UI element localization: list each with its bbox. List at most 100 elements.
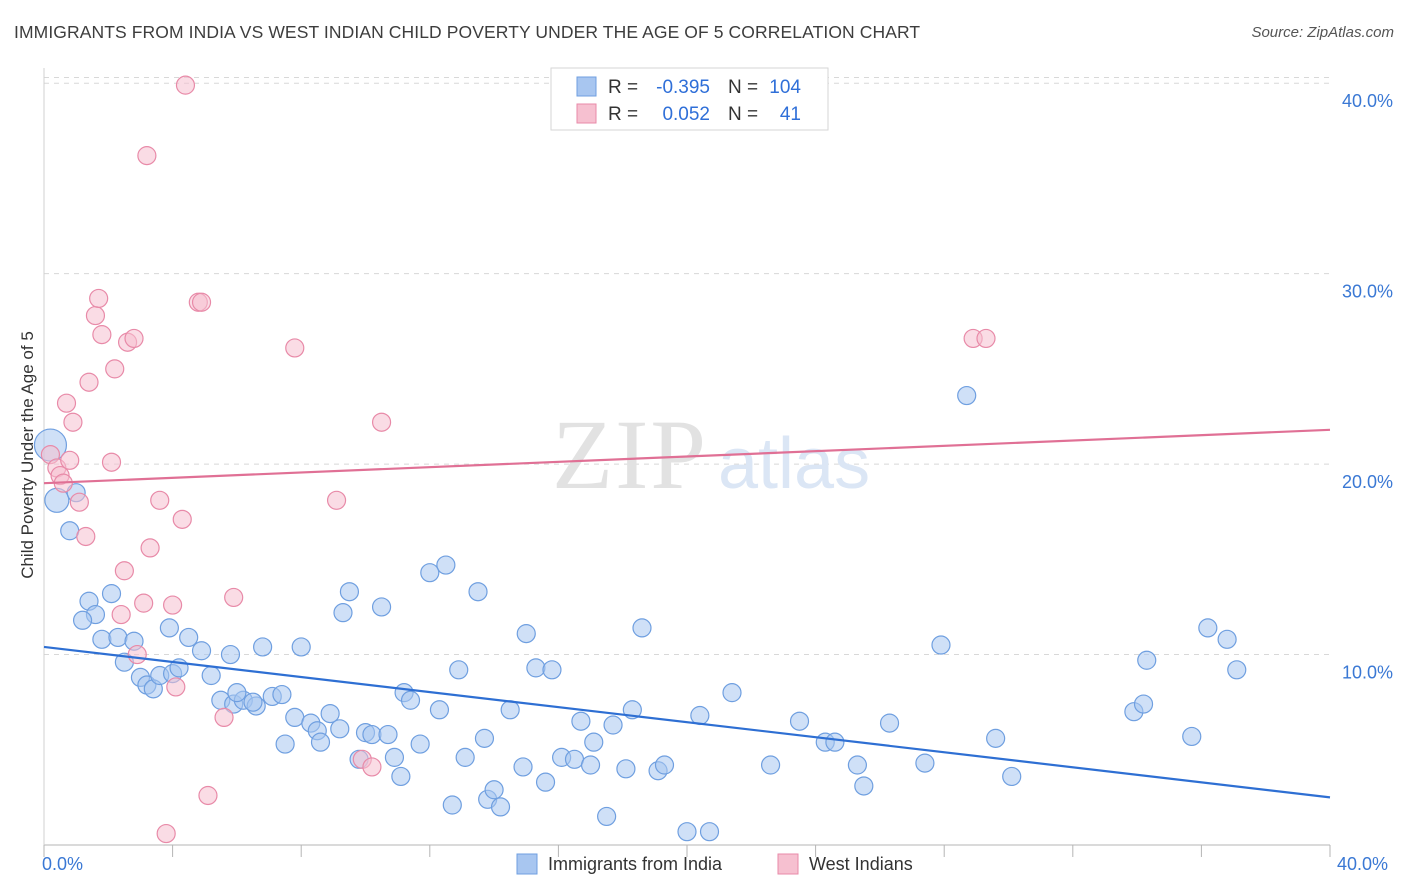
india-point (159, 618, 179, 638)
watermark-atlas: atlas (718, 424, 870, 504)
x-tick-label-min: 0.0% (42, 854, 83, 874)
india-point (1227, 660, 1247, 680)
legend: R = -0.395 N = 104 R = 0.052 N = 41 (550, 67, 829, 131)
india-point (854, 776, 874, 796)
west-indians-point (92, 325, 112, 345)
west-indians-point (137, 146, 157, 166)
west-indians-point (150, 490, 170, 510)
india-point (597, 806, 617, 827)
trend-line-india (43, 645, 1331, 799)
india-point (92, 629, 112, 649)
grid-lines (44, 77, 1330, 656)
india-point (442, 795, 462, 815)
india-point (931, 635, 951, 655)
india-point (542, 660, 562, 680)
india-point (272, 684, 292, 705)
west-indians-point (127, 644, 147, 665)
india-point (516, 624, 536, 644)
india-point (378, 724, 398, 745)
india-point (677, 822, 697, 842)
west-indians-point (371, 412, 392, 432)
west-indians-point (69, 492, 89, 512)
west-indians-point (56, 393, 77, 413)
west-indians-point (362, 757, 382, 777)
west-indians-point (224, 587, 244, 608)
india-point (60, 521, 80, 541)
west-indians-point (285, 338, 305, 358)
india-point (320, 703, 340, 724)
india-point (1198, 618, 1218, 638)
west-indians-point (76, 526, 96, 547)
india-point (690, 705, 710, 726)
x-tick-label-max: 40.0% (1337, 854, 1388, 874)
y-tick-label-10: 10.0% (1342, 663, 1393, 683)
india-point (564, 749, 585, 769)
india-point (191, 641, 212, 661)
west-indians-point (101, 452, 122, 472)
y-tick-label-30: 30.0% (1342, 282, 1393, 302)
west-indians-point (326, 490, 347, 510)
west-indians-point (89, 288, 109, 309)
india-point (220, 644, 241, 665)
legend-r-label-india: R = (608, 77, 638, 98)
watermark-zip: ZIP (552, 399, 708, 510)
india-point (490, 797, 511, 817)
bottom-legend: Immigrants from India West Indians (516, 853, 913, 875)
india-point (384, 747, 405, 767)
india-point (429, 700, 450, 720)
india-point (699, 822, 720, 842)
india-point (474, 728, 495, 748)
west-indians-point (175, 75, 196, 95)
west-indians-point (172, 509, 192, 529)
legend-n-label-india: N = (728, 77, 758, 98)
india-point (310, 732, 331, 752)
india-point (1217, 629, 1237, 649)
india-point (526, 658, 546, 678)
india-point (285, 707, 305, 728)
india-point (371, 597, 392, 617)
india-point (391, 766, 411, 787)
india-point (1133, 694, 1154, 714)
india-point (275, 734, 295, 754)
west-indians-point (140, 538, 160, 558)
india-point (957, 385, 977, 406)
y-tick-label-20: 20.0% (1342, 472, 1393, 492)
india-point (455, 747, 475, 767)
legend-r-value-west-indians: 0.052 (662, 104, 710, 125)
west-indians-point (134, 593, 154, 613)
india-point (847, 755, 867, 775)
y-axis-tick-labels: 10.0% 20.0% 30.0% 40.0% (1342, 91, 1393, 682)
india-point (535, 772, 556, 792)
india-point (616, 759, 636, 779)
india-point (1002, 766, 1022, 787)
bottom-legend-label-west-indians: West Indians (809, 854, 913, 874)
legend-r-value-india: -0.395 (656, 77, 710, 98)
india-point (468, 582, 488, 602)
chart-source: Source: ZipAtlas.com (1251, 24, 1394, 41)
india-point (291, 637, 311, 657)
chart-title: IMMIGRANTS FROM INDIA VS WEST INDIAN CHI… (14, 22, 921, 42)
trend-line-west-indians (43, 428, 1331, 485)
legend-box (550, 67, 829, 131)
india-point (789, 711, 810, 731)
west-indians-point (63, 412, 83, 432)
x-axis-ticks (43, 845, 1331, 857)
bottom-legend-label-india: Immigrants from India (548, 854, 723, 874)
india-point (584, 732, 604, 752)
india-point (420, 563, 440, 583)
india-point (101, 584, 122, 604)
india-point (500, 700, 520, 720)
west-indians-point (124, 328, 144, 349)
west-indians-point (214, 707, 234, 728)
legend-n-value-west-indians: 41 (780, 104, 801, 125)
india-point (879, 713, 900, 733)
west-indians-point (191, 292, 212, 312)
india-point (400, 690, 421, 710)
india-point (227, 683, 247, 703)
legend-swatch-west-indians (576, 103, 597, 124)
india-point (362, 724, 382, 745)
west-indians-point (156, 823, 176, 844)
india-point (1137, 650, 1157, 670)
west-indians-point (105, 359, 125, 379)
